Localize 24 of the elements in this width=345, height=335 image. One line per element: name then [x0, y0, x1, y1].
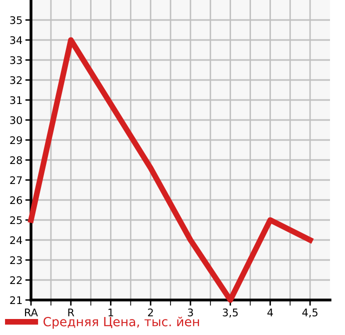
- y-tick-label: 35: [10, 16, 22, 24]
- y-tick-label: 23: [10, 256, 22, 264]
- y-tick-label: 28: [10, 156, 22, 164]
- y-tick-label: 24: [10, 236, 22, 244]
- y-tick-label: 21: [10, 296, 22, 304]
- y-tick-label: 30: [10, 116, 22, 124]
- x-tick-label: RA: [25, 308, 38, 316]
- y-tick-label: 32: [10, 76, 22, 84]
- legend-label: Средняя Цена, тыс. йен: [44, 316, 199, 329]
- y-tick-label: 26: [10, 196, 22, 204]
- y-tick-label: 29: [10, 136, 22, 144]
- x-tick-label: 4,5: [302, 308, 318, 318]
- x-tick-label: 1: [108, 308, 114, 316]
- x-tick-label: 3,5: [222, 308, 238, 318]
- x-tick-label: 4: [267, 308, 273, 316]
- x-tick-label: R: [68, 308, 74, 316]
- y-tick-label: 34: [10, 36, 22, 44]
- y-tick-label: 27: [10, 176, 22, 184]
- y-tick-label: 33: [10, 56, 22, 64]
- y-tick-label: 22: [10, 276, 22, 284]
- y-tick-label: 25: [10, 216, 22, 224]
- x-tick-label: 2: [148, 308, 153, 316]
- y-tick-label: 31: [10, 96, 22, 104]
- x-tick-label: 3: [188, 308, 193, 316]
